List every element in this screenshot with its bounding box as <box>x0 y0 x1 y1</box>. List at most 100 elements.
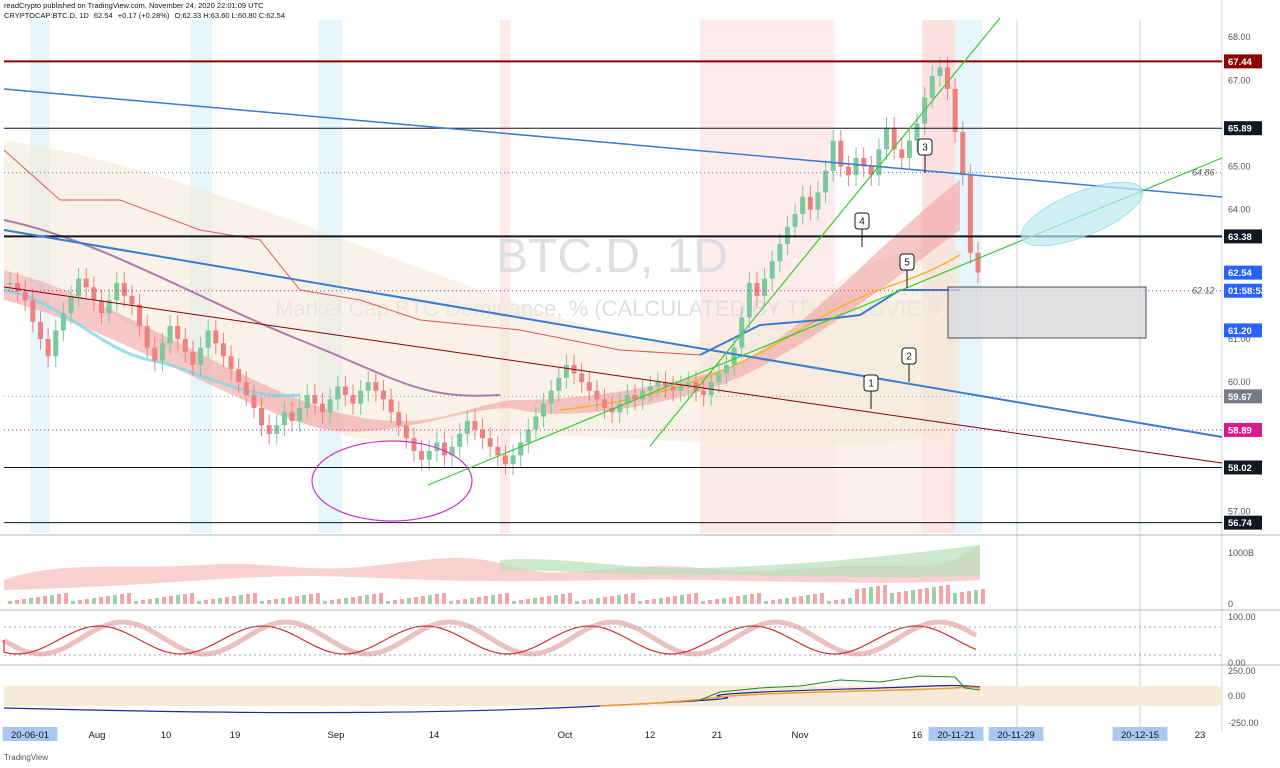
volume-bar <box>428 595 432 604</box>
candle-body <box>662 382 668 387</box>
volume-bar <box>596 598 600 604</box>
volume-bar <box>771 600 775 604</box>
time-tick: 21 <box>712 730 723 741</box>
volume-bar <box>568 593 572 604</box>
candle-body <box>7 282 13 285</box>
volume-bar <box>645 600 649 604</box>
candle-body <box>106 300 112 314</box>
volume-bar <box>876 586 880 604</box>
candle-body <box>342 386 348 396</box>
volume-bar <box>491 595 495 604</box>
volume-bar <box>8 601 12 604</box>
candle-body <box>22 291 28 301</box>
volume-bar <box>386 601 390 604</box>
volume-bar <box>225 597 229 604</box>
volume-bar <box>400 599 404 604</box>
candle-body <box>426 451 432 460</box>
volume-bar <box>848 598 852 604</box>
volume-bar <box>778 599 782 604</box>
volume-bar <box>561 594 565 604</box>
volume-bar <box>316 593 320 604</box>
volume-bar <box>358 596 362 604</box>
volume-bar <box>526 599 530 604</box>
volume-bar <box>43 596 47 604</box>
volume-bar <box>694 593 698 604</box>
price-tick: 60.00 <box>1228 377 1251 387</box>
volume-bar <box>827 601 831 604</box>
candle-body <box>861 157 867 167</box>
inline-label: 64.86 <box>1192 168 1215 178</box>
volume-bar <box>344 598 348 604</box>
candle-body <box>655 382 661 387</box>
candle-body <box>701 390 707 396</box>
time-tick: 16 <box>912 730 923 741</box>
volume-bar <box>638 601 642 604</box>
price-change: +0.17 (+0.28%) <box>117 11 170 20</box>
candle-body <box>487 438 493 447</box>
candle-body <box>129 295 135 305</box>
price-tick: 67.00 <box>1228 75 1251 85</box>
candle-body <box>563 364 569 378</box>
volume-bar <box>302 595 306 604</box>
candle-body <box>259 407 265 426</box>
candle-body <box>647 386 653 391</box>
volume-bar <box>295 596 299 604</box>
volume-bar <box>484 596 488 604</box>
candle-body <box>175 326 181 340</box>
volume-bar <box>239 595 243 604</box>
candle-body <box>114 282 120 301</box>
price-label: 59.67 <box>1228 392 1252 403</box>
volume-bar <box>799 596 803 604</box>
time-tick: Oct <box>558 730 573 741</box>
volume-bar <box>729 597 733 604</box>
price-label: 63.38 <box>1228 232 1252 243</box>
volume-bar <box>309 594 313 604</box>
candle-body <box>159 343 165 361</box>
volume-bar <box>134 601 138 604</box>
candle-body <box>731 347 737 365</box>
volume-bar <box>960 592 964 604</box>
symbol-line: CRYPTOCAP:BTC.D, 1D 62.54 +0.17 (+0.28%)… <box>4 11 288 21</box>
volume-bar <box>820 593 824 604</box>
candle-body <box>868 166 874 176</box>
candle-body <box>403 425 409 439</box>
candle-body <box>754 282 760 296</box>
symbol-name: CRYPTOCAP:BTC.D, 1D <box>4 11 89 20</box>
price-label: 62.54 <box>1228 268 1252 279</box>
volume-bar <box>85 599 89 604</box>
volume-bar <box>855 589 859 604</box>
time-tick: 20-06-01 <box>11 730 49 741</box>
volume-bar <box>953 593 957 604</box>
candle-body <box>609 407 615 413</box>
volume-bar <box>764 601 768 604</box>
volume-bar <box>50 595 54 604</box>
oscillator-tick: 0.00 <box>1228 658 1246 668</box>
volume-bar <box>36 597 40 604</box>
candle-body <box>929 76 935 98</box>
third-tick: -250.00 <box>1228 718 1259 728</box>
volume-bar <box>540 597 544 604</box>
volume-bar <box>449 601 453 604</box>
price-label-bg <box>1224 323 1262 338</box>
time-label-bg <box>988 727 1044 741</box>
volume-bar <box>813 594 817 604</box>
price-label-bg <box>1224 229 1262 244</box>
candle-body <box>411 438 417 452</box>
volume-bar <box>932 587 936 604</box>
third-line-orange <box>599 686 981 707</box>
volume-bar <box>533 598 537 604</box>
candle-body <box>60 313 66 331</box>
footer-bar <box>0 748 1280 768</box>
volume-bar <box>708 600 712 604</box>
volume-bar <box>337 599 341 604</box>
ellipse-bottom <box>311 440 473 522</box>
time-tick: Nov <box>792 730 809 741</box>
time-tick: Aug <box>89 730 106 741</box>
price-tick: 57.00 <box>1228 506 1251 516</box>
publisher-line: readCrypto published on TradingView.com,… <box>4 1 264 10</box>
candle-body <box>914 123 920 141</box>
watermark-symbol: BTC.D, 1D <box>496 230 728 283</box>
price-label: 58.89 <box>1228 425 1252 436</box>
candle-body <box>685 382 691 387</box>
